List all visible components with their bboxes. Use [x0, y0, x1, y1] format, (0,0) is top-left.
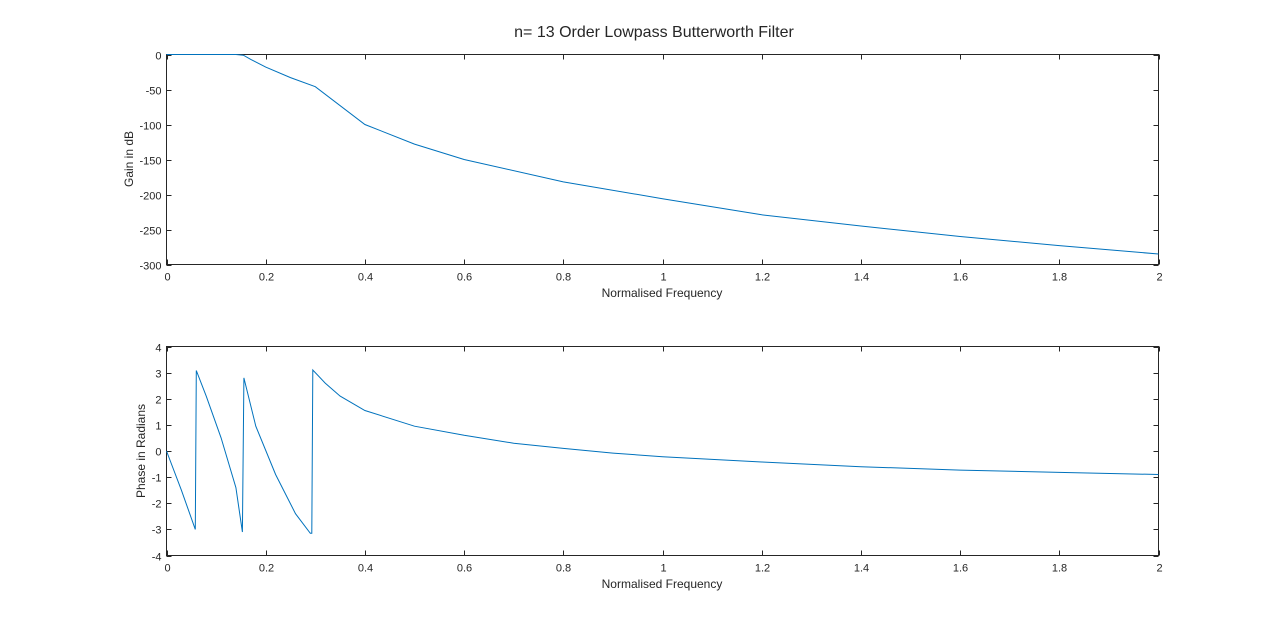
- phase-ytick-label: -1: [152, 473, 162, 485]
- gain-ytick-label: -250: [139, 226, 161, 238]
- phase-xtick-label: 1: [660, 563, 666, 575]
- phase-xtick-label: 1.8: [1052, 563, 1067, 575]
- figure-title: n= 13 Order Lowpass Butterworth Filter: [514, 24, 794, 41]
- gain-xlabel: Normalised Frequency: [602, 286, 723, 300]
- phase-ytick-label: 3: [155, 369, 161, 381]
- phase-xtick-label: 0.4: [358, 563, 373, 575]
- gain-plot-frame: [166, 54, 1159, 265]
- phase-ytick-label: 4: [155, 343, 161, 355]
- gain-xtick-label: 1.8: [1052, 272, 1067, 284]
- gain-xtick-label: 2: [1156, 272, 1162, 284]
- phase-xtick-label: 0: [164, 563, 170, 575]
- gain-plot-tick-labels: 0 0.2 0.4 0.6 0.8 1 1.2 1.4 1.6 1.8 2 -300 -250 -200 -…: [139, 51, 1162, 284]
- phase-series-line: [166, 368, 1159, 534]
- phase-xtick-label: 1.2: [755, 563, 770, 575]
- phase-plot-frame: [166, 346, 1159, 556]
- phase-xtick-label: 0.8: [556, 563, 571, 575]
- phase-ytick-label: 2: [155, 395, 161, 407]
- gain-ylabel: Gain in dB: [122, 131, 136, 187]
- gain-xtick-label: 1.4: [854, 272, 869, 284]
- gain-xtick-label: 1.6: [953, 272, 968, 284]
- gain-xtick-label: 0.6: [457, 272, 472, 284]
- gain-plot-ticks: [166, 54, 1160, 266]
- phase-xtick-label: 1.6: [953, 563, 968, 575]
- gain-xtick-label: 0.8: [556, 272, 571, 284]
- phase-xlabel: Normalised Frequency: [602, 577, 723, 591]
- phase-xtick-label: 0.2: [259, 563, 274, 575]
- gain-ytick-label: -50: [146, 86, 162, 98]
- phase-plot-tick-labels: 0 0.2 0.4 0.6 0.8 1 1.2 1.4 1.6 1.8 2 -4 -3 -2 -1 0 1 2 3 4: [152, 343, 1163, 575]
- phase-ytick-label: -4: [152, 552, 162, 564]
- gain-series-line: [166, 54, 1159, 255]
- gain-xtick-label: 0.4: [358, 272, 373, 284]
- phase-ytick-label: -2: [152, 499, 162, 511]
- gain-xtick-label: 1: [660, 272, 666, 284]
- phase-plot: 0 0.2 0.4 0.6 0.8 1 1.2 1.4 1.6 1.8 2 -4 -3 -2 -1 0 1 2 3 4…: [134, 343, 1163, 592]
- phase-ylabel: Phase in Radians: [134, 404, 148, 498]
- phase-xtick-label: 2: [1156, 563, 1162, 575]
- phase-plot-ticks: [166, 346, 1160, 557]
- gain-xtick-label: 0.2: [259, 272, 274, 284]
- phase-ytick-label: 1: [155, 421, 161, 433]
- phase-ytick-label: -3: [152, 525, 162, 537]
- gain-ytick-label: -150: [139, 156, 161, 168]
- gain-ytick-label: -100: [139, 121, 161, 133]
- gain-ytick-label: -300: [139, 261, 161, 273]
- gain-ytick-label: 0: [155, 51, 161, 63]
- gain-xtick-label: 1.2: [755, 272, 770, 284]
- gain-ytick-label: -200: [139, 191, 161, 203]
- phase-xtick-label: 1.4: [854, 563, 869, 575]
- gain-xtick-label: 0: [164, 272, 170, 284]
- phase-xtick-label: 0.6: [457, 563, 472, 575]
- phase-ytick-label: 0: [155, 447, 161, 459]
- gain-plot: 0 0.2 0.4 0.6 0.8 1 1.2 1.4 1.6 1.8 2 -300 -250 -200 -…: [122, 51, 1163, 301]
